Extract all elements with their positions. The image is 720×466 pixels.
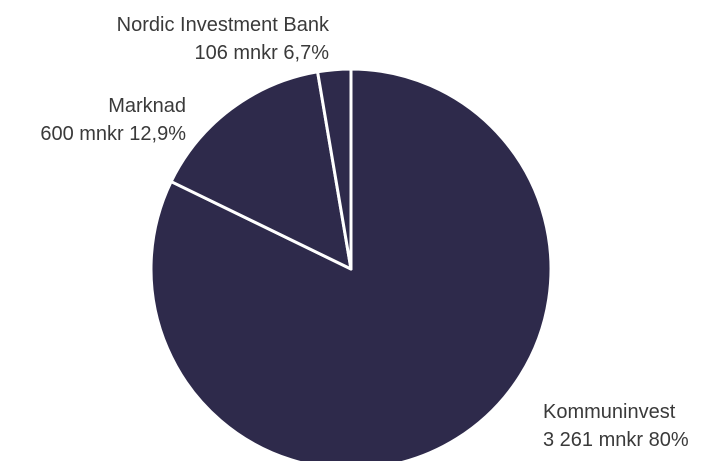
slice-label-marknad: Marknad (108, 95, 186, 117)
slice-value-kommuninvest-percent: 80% (649, 429, 689, 451)
slice-value-nib-percent: 6,7% (283, 42, 329, 64)
slice-value-nib: 106 mnkr 6,7% (194, 42, 329, 64)
slice-value-marknad-percent: 12,9% (129, 123, 186, 145)
slice-value-kommuninvest-amount: 3 261 mnkr (543, 429, 643, 451)
slice-value-marknad-amount: 600 mnkr (40, 123, 124, 145)
pie-slice-nib (316, 67, 353, 271)
slice-value-kommuninvest: 3 261 mnkr 80% (543, 429, 689, 451)
slice-value-marknad: 600 mnkr 12,9% (40, 123, 186, 145)
labels-layer: Kommuninvest 3 261 mnkr 80% Marknad 600 … (40, 14, 689, 451)
slice-label-kommuninvest-name: Kommuninvest (543, 401, 676, 423)
slice-label-marknad-name: Marknad (108, 95, 186, 117)
slice-value-nib-amount: 106 mnkr (194, 42, 278, 64)
pie-slice-marknad (169, 70, 353, 271)
slice-label-nib: Nordic Investment Bank (117, 14, 330, 36)
slice-label-kommuninvest: Kommuninvest (543, 401, 676, 423)
slices-layer (149, 67, 553, 466)
slice-label-nib-name: Nordic Investment Bank (117, 14, 330, 36)
